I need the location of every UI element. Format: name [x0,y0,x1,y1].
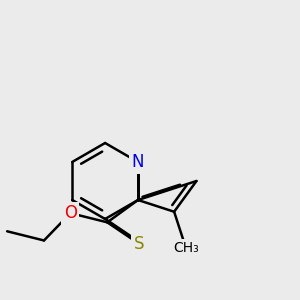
Text: O: O [64,204,77,222]
Text: N: N [132,153,144,171]
Text: CH₃: CH₃ [173,241,199,255]
Text: S: S [134,235,144,253]
